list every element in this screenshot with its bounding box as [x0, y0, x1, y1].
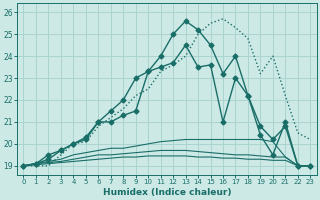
X-axis label: Humidex (Indice chaleur): Humidex (Indice chaleur) — [103, 188, 231, 197]
